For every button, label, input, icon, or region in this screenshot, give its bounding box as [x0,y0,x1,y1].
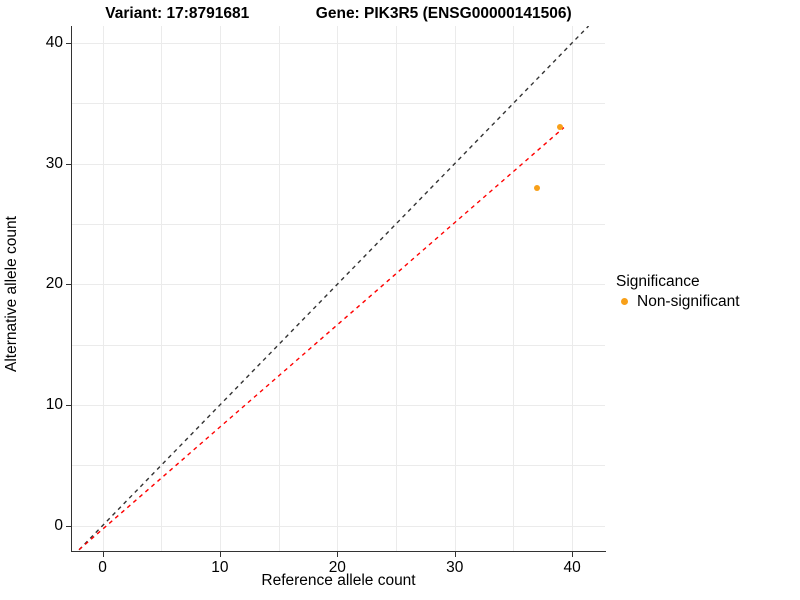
y-axis-tick [66,526,71,527]
reference-lines-group [78,26,590,551]
x-axis-tick-label: 40 [563,559,581,576]
legend-entries: Non-significant [616,292,796,311]
gridline [279,26,280,551]
y-axis-tick [66,405,71,406]
legend-entry[interactable]: Non-significant [616,292,796,311]
x-axis-tick-label: 20 [328,559,346,576]
y-axis-title: Alternative allele count [0,36,24,551]
gene-title: Gene: PIK3R5 (ENSG00000141506) [315,5,572,22]
x-axis-line [72,551,606,552]
x-axis-title: Reference allele count [261,572,416,589]
plot-panel [72,26,605,551]
gridline [72,164,605,165]
x-axis-tick-label: 30 [446,559,464,576]
gridline [72,345,605,346]
gridline [72,43,605,44]
y-axis-tick-label: 0 [54,516,63,534]
y-axis-tick [66,164,71,165]
x-axis-tick [103,552,104,557]
variant-title: Variant: 17:8791681 [105,5,250,22]
gridline [72,405,605,406]
x-axis-tick-label: 10 [211,559,229,576]
x-axis-tick [572,552,573,557]
y-axis-tick-label: 20 [45,275,63,293]
gridline [220,26,221,551]
y-axis-title-text: Alternative allele count [3,215,20,372]
gridline [455,26,456,551]
gridline [72,526,605,527]
y-axis-line [71,26,72,552]
gridline [72,465,605,466]
x-axis-tick [455,552,456,557]
y-axis-tick-label: 10 [45,395,63,413]
y-axis-tick [66,43,71,44]
data-point[interactable] [533,184,540,191]
gridline [72,284,605,285]
gridline [337,26,338,551]
legend-dot [621,298,628,305]
y-axis-tick [66,284,71,285]
x-axis-tick [220,552,221,557]
gridline [513,26,514,551]
gridline [396,26,397,551]
gridline [161,26,162,551]
x-axis-tick [337,552,338,557]
legend-entry-label: Non-significant [637,293,740,310]
y-axis-tick-label: 40 [45,33,63,51]
legend-title: Significance [616,273,700,290]
fitted-line [78,127,565,551]
gridline [572,26,573,551]
y-axis-tick-label: 30 [45,154,63,172]
data-point[interactable] [557,124,564,131]
plot-title-row: Variant: 17:8791681 Gene: PIK3R5 (ENSG00… [72,2,605,26]
legend-circle-icon [616,293,633,310]
gridline [72,103,605,104]
identity-line [78,26,590,551]
gridline [103,26,104,551]
gridline [72,224,605,225]
x-axis-tick-label: 0 [98,559,107,576]
legend: Significance Non-significant [616,272,796,311]
